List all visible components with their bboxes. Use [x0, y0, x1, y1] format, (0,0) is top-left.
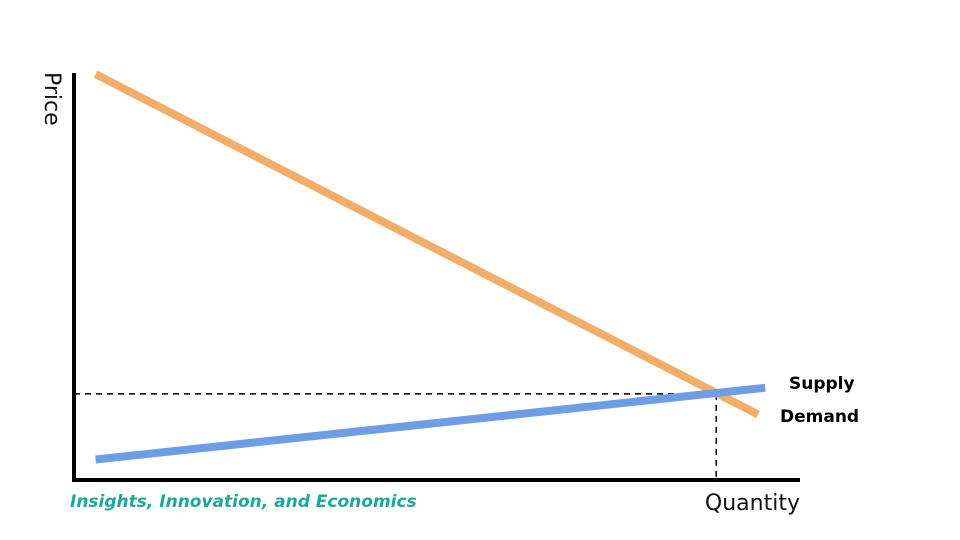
demand-line — [93, 70, 760, 418]
series-lines — [93, 70, 766, 464]
axes — [72, 73, 800, 482]
credit-text: Insights, Innovation, and Economics — [70, 492, 417, 512]
supply-line — [95, 383, 766, 464]
supply-label: Supply — [789, 374, 855, 394]
x-axis-label: Quantity — [705, 491, 800, 516]
equilibrium-guides — [74, 393, 717, 480]
y-axis-label: Price — [39, 72, 64, 126]
demand-label: Demand — [780, 407, 859, 427]
